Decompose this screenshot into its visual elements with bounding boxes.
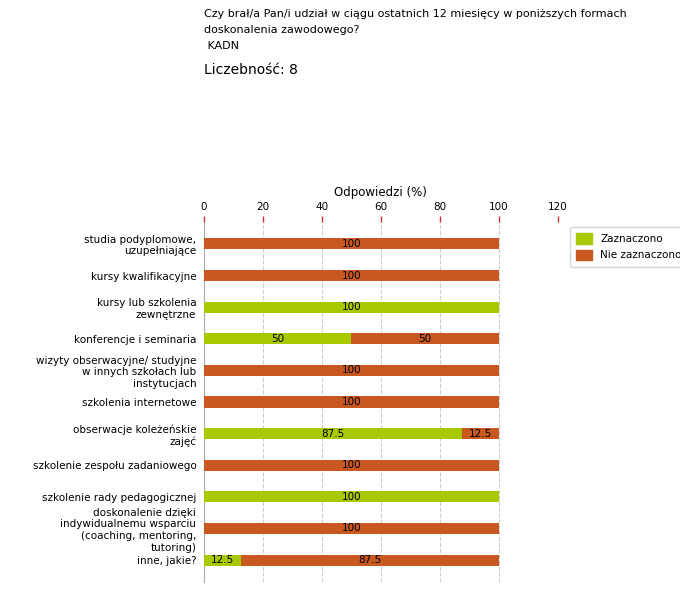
Bar [462, 428, 498, 439]
Text: 50: 50 [418, 334, 432, 344]
Text: 87.5: 87.5 [321, 428, 345, 439]
Text: Czy brał/a Pan/i udział w ciągu ostatnich 12 miesięcy w poniższych formach: Czy brał/a Pan/i udział w ciągu ostatnic… [204, 9, 627, 19]
Text: 100: 100 [341, 239, 361, 249]
Bar [204, 397, 498, 407]
Text: 100: 100 [341, 397, 361, 407]
Text: Liczebność: 8: Liczebność: 8 [204, 63, 298, 77]
Bar [204, 365, 498, 376]
Bar [204, 302, 498, 313]
Bar [204, 238, 498, 250]
Bar [204, 270, 498, 281]
Text: 50: 50 [271, 334, 284, 344]
Text: 100: 100 [341, 271, 361, 281]
Bar [204, 333, 352, 344]
X-axis label: Odpowiedzi (%): Odpowiedzi (%) [335, 186, 427, 199]
Text: 12.5: 12.5 [469, 428, 492, 439]
Text: 100: 100 [341, 365, 361, 376]
Text: KADN: KADN [204, 41, 239, 51]
Text: 100: 100 [341, 492, 361, 502]
Bar [204, 523, 498, 534]
Text: doskonalenia zawodowego?: doskonalenia zawodowego? [204, 25, 359, 35]
Legend: Zaznaczono, Nie zaznaczono: Zaznaczono, Nie zaznaczono [570, 227, 680, 266]
Text: 12.5: 12.5 [211, 555, 234, 565]
Text: 100: 100 [341, 302, 361, 312]
Text: 100: 100 [341, 523, 361, 533]
Bar [204, 460, 498, 471]
Bar [241, 554, 498, 566]
Bar [204, 428, 462, 439]
Text: 100: 100 [341, 460, 361, 470]
Bar [204, 491, 498, 502]
Bar [352, 333, 498, 344]
Text: 87.5: 87.5 [358, 555, 381, 565]
Bar [204, 554, 241, 566]
